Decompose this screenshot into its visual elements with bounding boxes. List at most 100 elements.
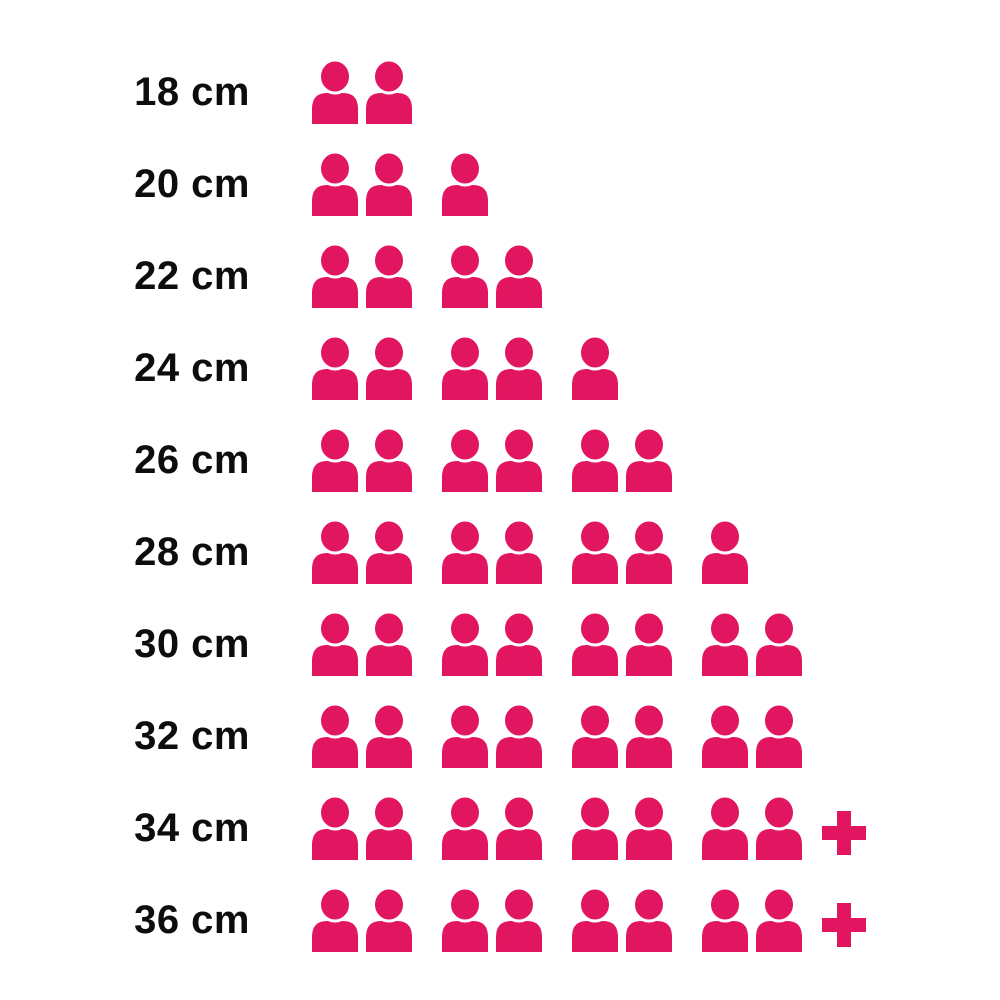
row-label: 18 cm	[134, 70, 250, 114]
person-icon	[312, 520, 358, 584]
icon-group	[310, 428, 414, 492]
person-icon	[366, 428, 412, 492]
person-icon	[442, 796, 488, 860]
icon-group	[570, 336, 620, 400]
person-icon	[312, 60, 358, 124]
icon-group	[570, 888, 674, 952]
person-icon	[756, 888, 802, 952]
person-icon	[496, 520, 542, 584]
icon-group	[440, 520, 544, 584]
row-icons	[310, 152, 490, 216]
row-label: 22 cm	[134, 254, 250, 298]
chart-row: 24 cm	[0, 322, 1000, 414]
person-icon	[496, 428, 542, 492]
chart-row: 34 cm	[0, 782, 1000, 874]
person-icon	[496, 336, 542, 400]
icon-group	[310, 336, 414, 400]
row-label: 34 cm	[134, 806, 250, 850]
person-icon	[442, 520, 488, 584]
icon-group	[440, 612, 544, 676]
icon-group	[440, 888, 544, 952]
person-icon	[572, 520, 618, 584]
icon-group	[700, 704, 804, 768]
person-icon	[702, 520, 748, 584]
person-icon	[756, 704, 802, 768]
person-icon	[312, 244, 358, 308]
chart-row: 18 cm	[0, 46, 1000, 138]
row-icons	[310, 704, 804, 768]
chart-row: 20 cm	[0, 138, 1000, 230]
plus-icon	[822, 903, 866, 947]
icon-group	[310, 888, 414, 952]
person-icon	[442, 888, 488, 952]
row-label: 20 cm	[134, 162, 250, 206]
icon-group	[310, 60, 414, 124]
person-icon	[442, 612, 488, 676]
plus-icon	[822, 811, 866, 855]
icon-group	[570, 612, 674, 676]
person-icon	[626, 888, 672, 952]
icon-group	[310, 796, 414, 860]
person-icon	[496, 704, 542, 768]
person-icon	[572, 428, 618, 492]
person-icon	[312, 152, 358, 216]
icon-group	[310, 612, 414, 676]
chart-rows: 18 cm 20 cm 22 cm 24 cm 26 cm 28 cm 30 cm 32 cm…	[0, 46, 1000, 966]
person-icon	[442, 336, 488, 400]
person-icon	[312, 888, 358, 952]
row-icons	[310, 244, 544, 308]
icon-group	[310, 244, 414, 308]
person-icon	[312, 336, 358, 400]
person-icon	[312, 612, 358, 676]
row-icons	[310, 888, 866, 952]
person-icon	[312, 704, 358, 768]
icon-group	[440, 244, 544, 308]
icon-group	[440, 152, 490, 216]
row-icons	[310, 520, 750, 584]
person-icon	[366, 520, 412, 584]
chart-row: 26 cm	[0, 414, 1000, 506]
person-icon	[366, 244, 412, 308]
person-icon	[442, 152, 488, 216]
row-label: 26 cm	[134, 438, 250, 482]
person-icon	[626, 520, 672, 584]
icon-group	[440, 796, 544, 860]
person-icon	[702, 612, 748, 676]
person-icon	[572, 796, 618, 860]
person-icon	[312, 428, 358, 492]
person-icon	[442, 244, 488, 308]
person-icon	[702, 796, 748, 860]
person-icon	[312, 796, 358, 860]
icon-group	[570, 520, 674, 584]
row-label: 24 cm	[134, 346, 250, 390]
person-icon	[572, 612, 618, 676]
chart-row: 32 cm	[0, 690, 1000, 782]
row-label: 32 cm	[134, 714, 250, 758]
row-icons	[310, 428, 674, 492]
person-icon	[366, 888, 412, 952]
person-icon	[572, 888, 618, 952]
person-icon	[496, 796, 542, 860]
person-icon	[366, 60, 412, 124]
person-icon	[366, 152, 412, 216]
person-icon	[496, 244, 542, 308]
icon-group	[700, 612, 804, 676]
person-icon	[572, 336, 618, 400]
person-icon	[496, 612, 542, 676]
person-icon	[442, 704, 488, 768]
row-icons	[310, 336, 620, 400]
person-icon	[702, 888, 748, 952]
icon-group	[310, 704, 414, 768]
person-icon	[366, 612, 412, 676]
person-icon	[496, 888, 542, 952]
person-icon	[626, 704, 672, 768]
row-icons	[310, 60, 414, 124]
person-icon	[756, 796, 802, 860]
person-icon	[756, 612, 802, 676]
row-icons	[310, 796, 866, 860]
icon-group	[440, 428, 544, 492]
icon-group	[700, 796, 804, 860]
row-label: 30 cm	[134, 622, 250, 666]
chart-row: 22 cm	[0, 230, 1000, 322]
